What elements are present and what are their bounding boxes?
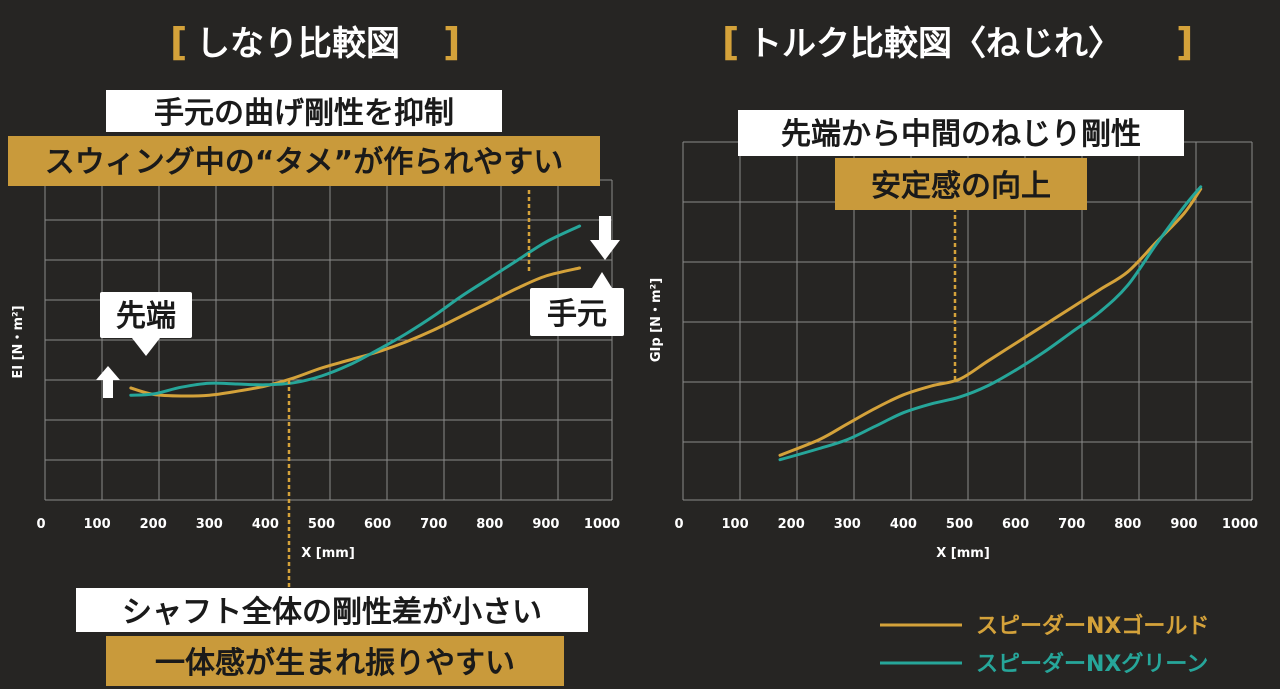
top-annotation-line2: スウィング中の“タメ”が作られやすい	[45, 145, 564, 180]
x-tick-label: 400	[252, 517, 279, 532]
right-chart-x-ticks: 0 100 200 300 400 500 600 700 800 900 1000	[674, 517, 1258, 532]
butt-label: 手元	[547, 297, 607, 332]
left-title-bracket-close: ]	[443, 20, 460, 64]
top-annotation-line1-box	[106, 90, 502, 132]
x-tick-label: 0	[36, 517, 45, 532]
left-chart-x-ticks: 0 100 200 300 400 500 600 700 800 900 1000	[36, 517, 620, 532]
right-annotation-line1-box	[738, 110, 1184, 156]
right-chart: 0 100 200 300 400 500 600 700 800 900 1000 X [mm] …	[649, 141, 1258, 561]
left-title: しなり比較図	[196, 24, 400, 64]
series-line	[778, 185, 1203, 462]
bottom-annotation-line1: シャフト全体の剛性差が小さい	[122, 595, 542, 630]
top-annotation-line1: 手元の曲げ剛性を抑制	[154, 96, 454, 131]
down-arrow-icon	[590, 216, 620, 260]
right-chart-series	[778, 185, 1203, 462]
left-chart-y-label: EI [N・m²]	[11, 305, 26, 378]
butt-callout-pointer	[592, 272, 612, 288]
left-chart-series	[129, 224, 582, 398]
tip-callout-pointer	[132, 338, 160, 356]
right-annotation-line2-box	[835, 158, 1087, 210]
right-annotation-line1: 先端から中間のねじり剛性	[781, 117, 1141, 152]
x-tick-label: 800	[476, 517, 503, 532]
x-tick-label: 1000	[584, 517, 620, 532]
x-tick-label: 1000	[1222, 517, 1258, 532]
right-title-bracket-close: ]	[1176, 20, 1193, 64]
x-tick-label: 300	[196, 517, 223, 532]
left-chart-grid	[44, 179, 613, 501]
series-line	[778, 187, 1203, 457]
x-tick-label: 600	[1002, 517, 1029, 532]
series-line	[129, 266, 582, 398]
right-title-bracket-open: [	[722, 20, 739, 64]
x-tick-label: 100	[722, 517, 749, 532]
x-tick-label: 700	[1058, 517, 1085, 532]
x-tick-label: 200	[140, 517, 167, 532]
top-annotation-line2-box	[8, 136, 600, 186]
x-tick-label: 100	[84, 517, 111, 532]
series-line	[129, 224, 582, 397]
left-chart: 0 100 200 300 400 500 600 700 800 900 1000 X [mm] …	[11, 179, 620, 561]
x-tick-label: 800	[1114, 517, 1141, 532]
x-tick-label: 500	[946, 517, 973, 532]
legend-gold-label: スピーダーNXゴールド	[976, 613, 1209, 639]
legend-green-label: スピーダーNXグリーン	[976, 651, 1208, 677]
right-chart-x-label: X [mm]	[936, 546, 990, 561]
right-title: トルク比較図〈ねじれ〉	[748, 24, 1122, 64]
tip-label: 先端	[116, 299, 176, 334]
x-tick-label: 0	[674, 517, 683, 532]
left-chart-x-label: X [mm]	[301, 546, 355, 561]
tip-label-box	[100, 292, 192, 338]
x-tick-label: 300	[834, 517, 861, 532]
bottom-annotation-line2: 一体感が生まれ振りやすい	[155, 646, 515, 681]
up-arrow-icon	[96, 366, 120, 398]
right-chart-y-label: GIp [N・m²]	[649, 278, 664, 362]
x-tick-label: 900	[1170, 517, 1197, 532]
butt-label-box	[530, 288, 624, 336]
bottom-annotation-line2-box	[106, 636, 564, 686]
left-title-bracket-open: [	[170, 20, 187, 64]
x-tick-label: 600	[364, 517, 391, 532]
x-tick-label: 400	[890, 517, 917, 532]
bottom-annotation-line1-box	[76, 588, 588, 632]
x-tick-label: 900	[532, 517, 559, 532]
x-tick-label: 500	[308, 517, 335, 532]
right-annotation-line2: 安定感の向上	[871, 169, 1051, 204]
x-tick-label: 200	[778, 517, 805, 532]
x-tick-label: 700	[420, 517, 447, 532]
